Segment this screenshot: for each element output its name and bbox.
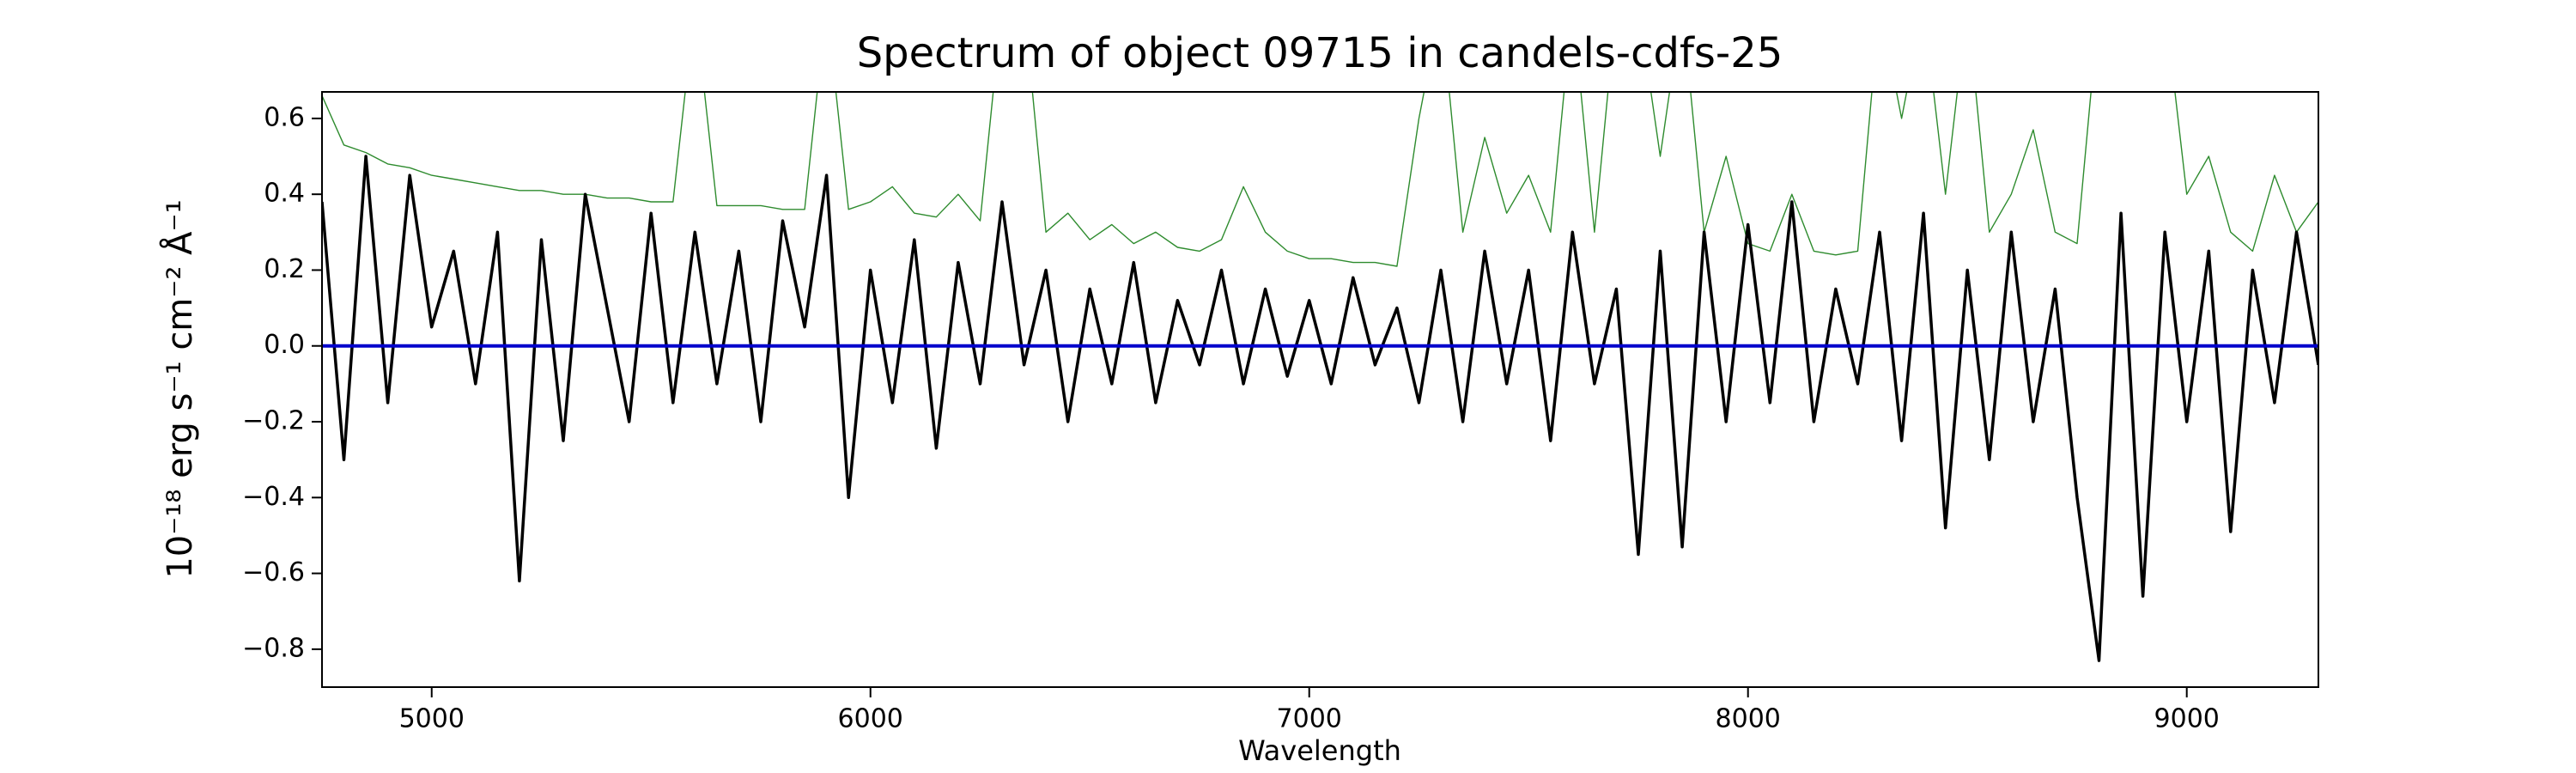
x-tick-label: 5000 xyxy=(399,704,465,734)
spectrum-line xyxy=(322,92,2318,267)
spectrum-line xyxy=(322,155,2318,662)
axes-frame xyxy=(321,91,2319,688)
y-tick-label: −0.8 xyxy=(242,633,305,663)
chart-title: Spectrum of object 09715 in candels-cdfs… xyxy=(857,29,1783,77)
plot-area xyxy=(322,92,2318,662)
x-axis-label: Wavelength xyxy=(1238,734,1401,767)
y-tick-label: −0.2 xyxy=(242,406,305,436)
y-tick-label: −0.4 xyxy=(242,482,305,512)
y-tick-label: 0.0 xyxy=(264,330,305,360)
x-tick-label: 7000 xyxy=(1277,704,1342,734)
x-tick-label: 6000 xyxy=(838,704,903,734)
x-tick-label: 8000 xyxy=(1716,704,1781,734)
y-tick-label: 0.4 xyxy=(264,179,305,209)
y-tick-label: −0.6 xyxy=(242,557,305,587)
x-tick-label: 9000 xyxy=(2154,704,2220,734)
y-axis-label: 10⁻¹⁸ erg s⁻¹ cm⁻² Å⁻¹ xyxy=(159,199,200,578)
y-tick-label: 0.6 xyxy=(264,102,305,132)
y-tick-label: 0.2 xyxy=(264,254,305,284)
